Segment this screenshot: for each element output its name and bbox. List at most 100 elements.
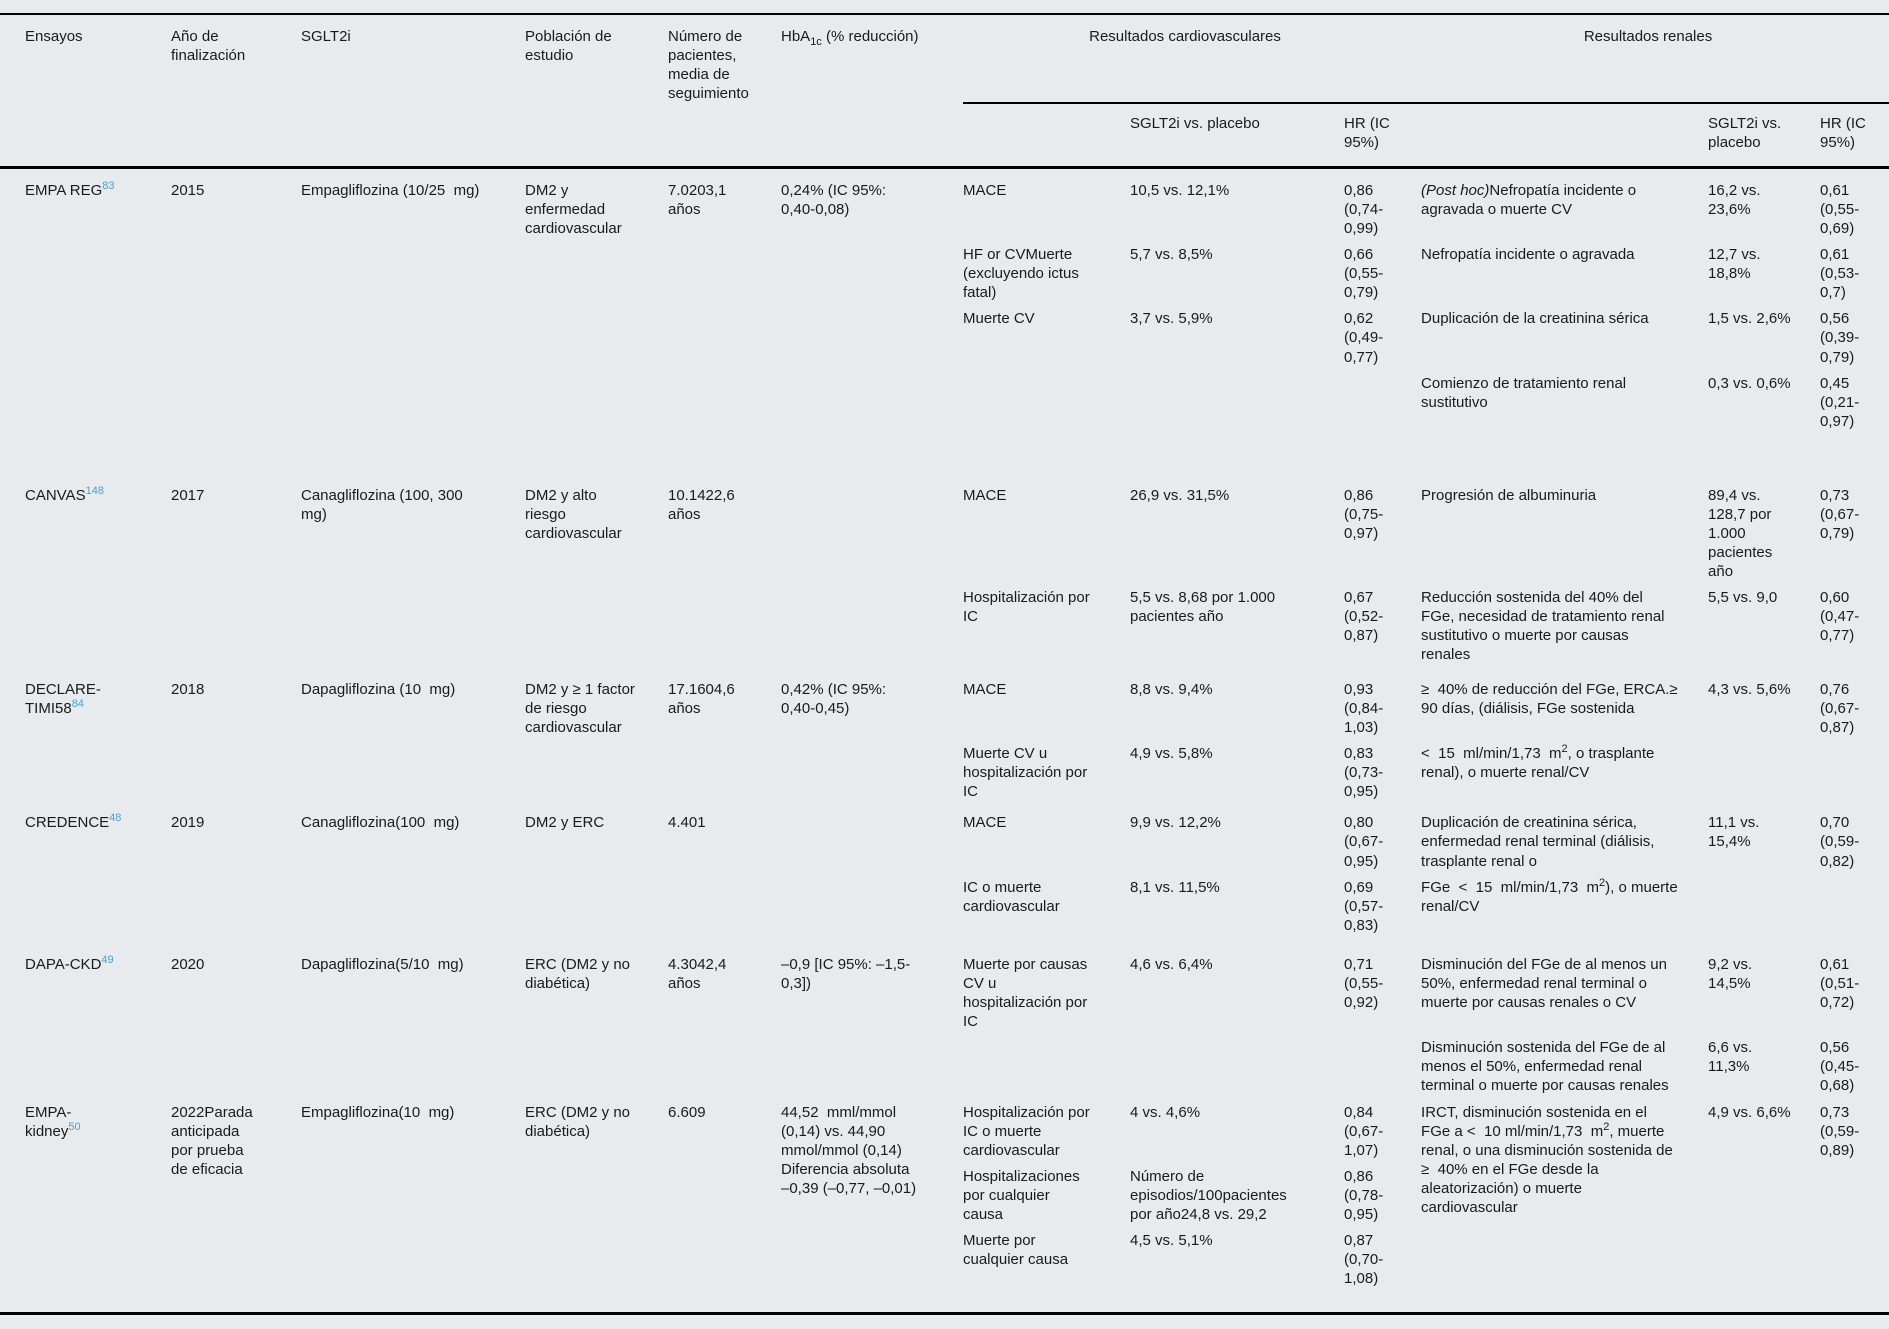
cell-renal-hr: 0,61 (0,51-0,72) [1820, 955, 1860, 1011]
cell-renal-vs-placebo: 6,6 vs. 11,3% [1708, 1038, 1757, 1075]
cell-population: DM2 y alto riesgo cardiovascular [525, 486, 622, 542]
citation-link[interactable]: 148 [85, 484, 104, 497]
trial-row-credence: CREDENCE48 2019 Canagliflozina(100 mg) D… [0, 813, 1889, 877]
citation-link[interactable]: 49 [101, 953, 114, 966]
col-header-cv-outcome [963, 103, 1130, 170]
cell-cv-hr: 0,67 (0,52-0,87) [1344, 588, 1384, 645]
cell-cv-outcome: MACE [963, 681, 1007, 699]
cell-renal-hr: 0,45 (0,21-0,97) [1820, 374, 1860, 430]
cell-cv-vs-placebo: Número de episodios/100pacientes por año… [1130, 1168, 1291, 1224]
cell-drug: Canagliflozina (100, 300 mg) [301, 486, 472, 523]
cell-patients: 10.1422,6 años [668, 486, 739, 523]
cell-cv-vs-placebo: 3,7 vs. 5,9% [1130, 310, 1213, 328]
cell-trial-name: CREDENCE48 [0, 813, 171, 954]
cell-renal-outcome: Nefropatía incidente o agravada [1421, 246, 1635, 264]
cell-renal-hr: 0,61 (0,55-0,69) [1820, 182, 1860, 238]
cell-renal-hr: 0,73 (0,59-0,89) [1820, 1104, 1860, 1160]
cell-renal-outcome: Disminución sostenida del FGe de al meno… [1421, 1038, 1670, 1094]
cell-renal-vs-placebo: 89,4 vs. 128,7 por 1.000 pacientes año [1708, 486, 1777, 580]
cell-hba1c: 0,42% (IC 95%: 0,40-0,45) [781, 681, 891, 718]
citation-link[interactable]: 50 [68, 1121, 81, 1134]
cell-cv-vs-placebo: 4,6 vs. 6,4% [1130, 955, 1213, 973]
cell-cv-hr: 0,86 (0,74-0,99) [1344, 182, 1384, 238]
cell-renal-outcome: Duplicación de creatinina sérica, enferm… [1421, 814, 1659, 870]
trial-name: CANVAS [25, 486, 86, 504]
col-header-sglt2i: SGLT2i [301, 14, 525, 170]
cell-cv-vs-placebo-empty [1130, 374, 1344, 486]
cell-cv-hr: 0,66 (0,55-0,79) [1344, 246, 1384, 302]
trial-subrow: Muerte CV u hospitalización por IC 4,9 v… [0, 744, 1889, 813]
citation-link[interactable]: 84 [71, 698, 84, 711]
cell-cv-hr: 0,83 (0,73-0,95) [1344, 745, 1384, 801]
cell-population: ERC (DM2 y no diabética) [525, 955, 635, 992]
cell-renal-vs-placebo: 4,3 vs. 5,6% [1708, 681, 1791, 699]
cell-renal-outcome: Duplicación de la creatinina sérica [1421, 310, 1649, 328]
cell-cv-hr: 0,71 (0,55-0,92) [1344, 955, 1384, 1011]
cell-drug: Dapagliflozina(5/10 mg) [301, 955, 464, 973]
cell-renal-vs-placebo: 0,3 vs. 0,6% [1708, 374, 1791, 392]
group-header-resultados-renales: Resultados renales [1421, 14, 1889, 105]
cell-renal-vs-placebo-empty [1708, 878, 1820, 955]
cell-renal-outcome: Progresión de albuminuria [1421, 486, 1597, 504]
cell-cv-hr-empty [1344, 1038, 1421, 1103]
cell-cv-hr: 0,69 (0,57-0,83) [1344, 878, 1384, 934]
cell-drug: Empagliflozina(10 mg) [301, 1104, 455, 1122]
cell-cv-outcome: Hospitalizaciones por cualquier causa [963, 1168, 1084, 1224]
cell-cv-vs-placebo: 5,5 vs. 8,68 por 1.000 pacientes año [1130, 588, 1280, 625]
cell-population: DM2 y ≥ 1 factor de riesgo cardiovascula… [525, 681, 640, 737]
cell-patients: 17.1604,6 años [668, 681, 739, 718]
cell-renal-vs-placebo: 9,2 vs. 14,5% [1708, 955, 1757, 992]
trial-subrow: HF or CVMuerte (excluyendo ictus fatal) … [0, 245, 1889, 309]
cell-cv-vs-placebo: 5,7 vs. 8,5% [1130, 246, 1213, 264]
cell-cv-hr: 0,86 (0,78-0,95) [1344, 1168, 1384, 1224]
cell-renal-outcome: IRCT, disminución sostenida en el FGe a … [1421, 1104, 1678, 1217]
cell-renal-vs-placebo: 5,5 vs. 9,0 [1708, 588, 1778, 606]
cell-renal-hr: 0,73 (0,67-0,79) [1820, 486, 1860, 542]
cell-renal-outcome: FGe < 15 ml/min/1,73 m2), o muerte renal… [1421, 876, 1682, 915]
cell-cv-outcome: Muerte CV u hospitalización por IC [963, 745, 1092, 801]
cell-hba1c: 44,52 mml/mmol (0,14) vs. 44,90 mmol/mmo… [781, 1104, 917, 1198]
trial-row-empa-reg: EMPA REG83 2015 Empagliflozina (10/25 mg… [0, 168, 1889, 246]
col-header-renal-vs-placebo: SGLT2i vs. placebo [1708, 103, 1821, 170]
cell-year: 2019 [171, 814, 205, 832]
cell-population: DM2 y ERC [525, 814, 605, 832]
col-header-renal-outcome [1421, 103, 1709, 170]
cell-cv-outcome: IC o muerte cardiovascular [963, 878, 1060, 915]
cell-renal-hr: 0,56 (0,45-0,68) [1820, 1038, 1860, 1094]
trial-subrow: Hospitalización por IC 5,5 vs. 8,68 por … [0, 588, 1889, 680]
cell-renal-hr: 0,56 (0,39-0,79) [1820, 310, 1860, 366]
cell-patients: 7.0203,1 años [668, 182, 731, 219]
col-header-ensayos: Ensayos [0, 14, 171, 170]
cell-hba1c: –0,9 [IC 95%: –1,5-0,3]) [781, 955, 911, 992]
cell-trial-name: EMPA- kidney50 [0, 1103, 171, 1314]
cell-renal-outcome: Disminución del FGe de al menos un 50%, … [1421, 955, 1672, 1011]
col-header-numero-pacientes: Número de pacientes, media de seguimient… [668, 14, 781, 170]
cell-drug: Canagliflozina(100 mg) [301, 814, 460, 832]
trial-row-empa-kidney: EMPA- kidney50 2022Parada anticipada por… [0, 1103, 1889, 1216]
trial-name: EMPA REG [25, 182, 103, 200]
cell-cv-vs-placebo: 26,9 vs. 31,5% [1130, 486, 1230, 504]
cell-cv-vs-placebo: 9,9 vs. 12,2% [1130, 814, 1221, 832]
cell-cv-outcome-empty [963, 1038, 1130, 1103]
header-row-groups: Ensayos Año de finalización SGLT2i Pobla… [0, 14, 1889, 170]
cell-renal-vs-placebo: 11,1 vs. 15,4% [1708, 814, 1764, 851]
cell-cv-outcome: HF or CVMuerte (excluyendo ictus fatal) [963, 246, 1084, 302]
trial-name: DAPA-CKD [25, 955, 102, 973]
trial-name: DECLARE-TIMI58 [25, 681, 101, 718]
sglt2i-trials-table: Ensayos Año de finalización SGLT2i Pobla… [0, 13, 1889, 1316]
group-header-resultados-cardiovasculares: Resultados cardiovasculares [963, 14, 1422, 105]
cell-hba1c [781, 486, 963, 680]
citation-link[interactable]: 83 [102, 180, 115, 193]
col-header-poblacion: Población de estudio [525, 14, 668, 170]
cell-renal-vs-placebo: 16,2 vs. 23,6% [1708, 182, 1765, 219]
cell-year: 2022Parada anticipada por prueba de efic… [171, 1104, 257, 1179]
cell-patients: 6.609 [668, 1104, 706, 1122]
cell-patients: 4.401 [668, 814, 706, 832]
col-header-renal-hr: HR (IC 95%) [1820, 103, 1889, 170]
citation-link[interactable]: 48 [109, 812, 122, 825]
trial-row-canvas: CANVAS148 2017 Canagliflozina (100, 300 … [0, 484, 1889, 588]
table-header: Ensayos Año de finalización SGLT2i Pobla… [0, 14, 1889, 170]
cell-renal-hr-empty [1820, 744, 1889, 813]
cell-renal-outcome: < 15 ml/min/1,73 m2, o trasplante renal)… [1421, 743, 1659, 782]
header-row-subcolumns: SGLT2i vs. placebo HR (IC 95%) SGLT2i vs… [0, 103, 1889, 170]
